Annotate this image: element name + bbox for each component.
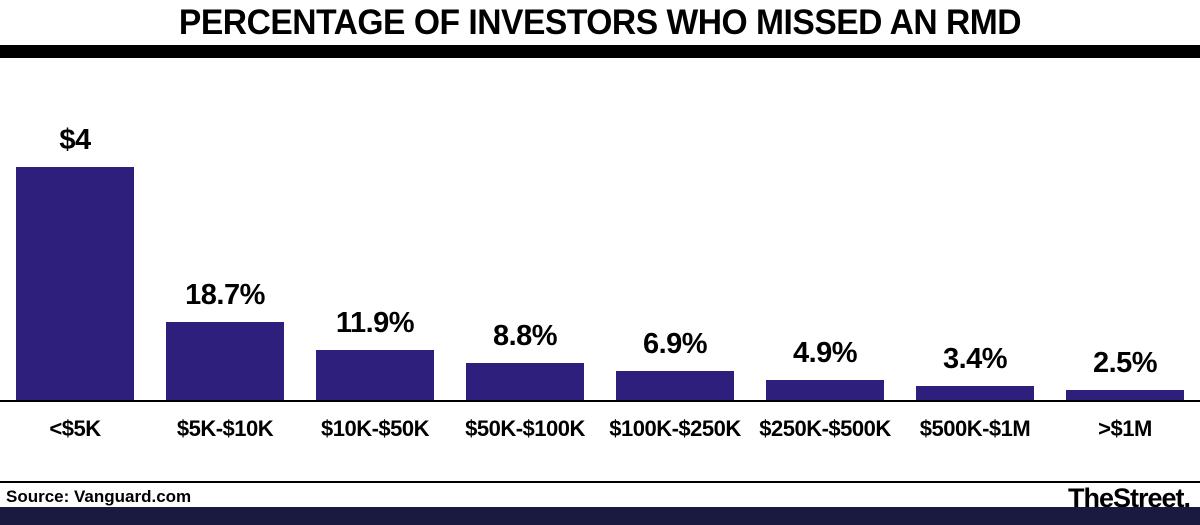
chart-title: PERCENTAGE OF INVESTORS WHO MISSED AN RM… — [178, 3, 1022, 42]
bar-column: 6.9% — [600, 100, 750, 400]
bar — [16, 167, 134, 400]
category-label: $5K-$10K — [176, 416, 274, 441]
bar-value-label: 11.9% — [335, 307, 415, 339]
bar-column: 4.9% — [750, 100, 900, 400]
x-axis-line — [0, 400, 1200, 402]
source-attribution: Source: Vanguard.com — [6, 487, 192, 506]
bar — [766, 380, 884, 400]
bar — [166, 322, 284, 400]
category-axis-labels: <$5K $5K-$10K $10K-$50K $50K-$100K $100K-$25… — [0, 416, 1200, 442]
category-label: $50K-$100K — [465, 416, 585, 441]
bar-value-label: 3.4% — [942, 343, 1008, 375]
bar-column: $4 — [0, 100, 150, 400]
bar — [1066, 390, 1184, 400]
bar-chart-plot-area: $4 18.7% 11.9% 8.8% 6.9% 4.9% 3.4% 2.5% — [0, 100, 1200, 400]
bar-value-label: 4.9% — [792, 337, 858, 369]
footer-divider-line — [0, 481, 1200, 483]
bar — [316, 350, 434, 400]
bar-value-label: 2.5% — [1092, 347, 1158, 379]
category-label: $100K-$250K — [609, 416, 741, 441]
bar-value-label: $4 — [59, 124, 91, 156]
bar-value-label: 6.9% — [642, 328, 708, 360]
bar-column: 11.9% — [300, 100, 450, 400]
category-label: <$5K — [49, 416, 101, 441]
bar-column: 8.8% — [450, 100, 600, 400]
category-label: $10K-$50K — [320, 416, 430, 441]
bar — [466, 363, 584, 400]
bar-column: 18.7% — [150, 100, 300, 400]
category-label: $250K-$500K — [759, 416, 891, 441]
bar — [916, 386, 1034, 400]
bar-value-label: 8.8% — [492, 320, 558, 352]
bar-column: 2.5% — [1050, 100, 1200, 400]
bar-column: 3.4% — [900, 100, 1050, 400]
category-label: $500K-$1M — [919, 416, 1031, 441]
bottom-accent-bar — [0, 507, 1200, 525]
title-divider-bar — [0, 45, 1200, 58]
bar-value-label: 18.7% — [185, 279, 265, 311]
bar — [616, 371, 734, 400]
category-label: >$1M — [1098, 416, 1152, 441]
